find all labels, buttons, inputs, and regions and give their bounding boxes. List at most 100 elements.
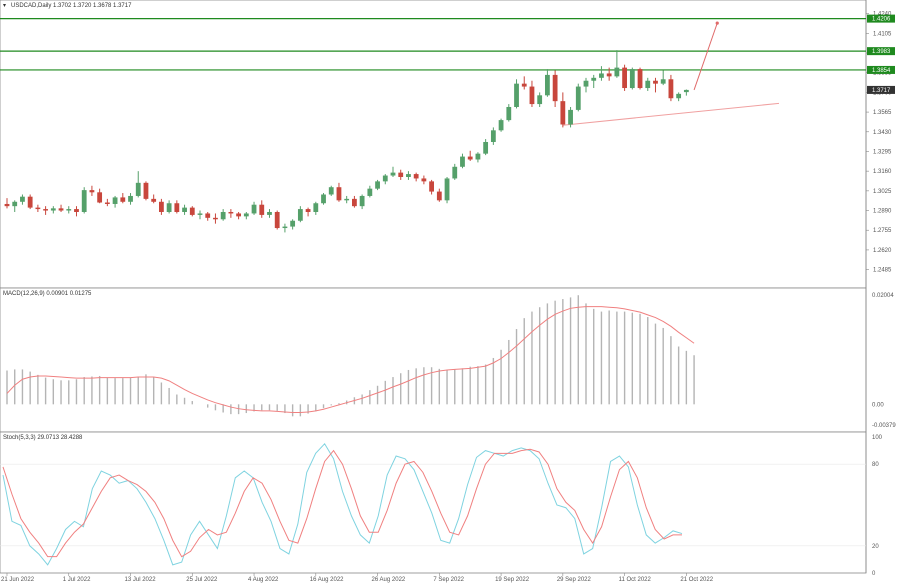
candle-body <box>660 79 666 84</box>
xtick-label: 11 Oct 2022 <box>619 577 652 583</box>
support-trendline <box>562 102 780 126</box>
candle-body <box>305 209 311 212</box>
stoch-signal-line <box>2 448 682 558</box>
candle-body <box>97 192 103 203</box>
symbol-dropdown-icon[interactable]: ▾ <box>3 3 6 9</box>
candle-body <box>182 207 187 212</box>
candle-body <box>614 67 620 77</box>
candle-body <box>498 120 504 131</box>
xtick-label: 19 Sep 2022 <box>495 577 530 583</box>
candle-body <box>159 201 164 212</box>
candle-body <box>599 73 604 78</box>
candle-body <box>197 213 203 215</box>
candle-body <box>104 202 110 204</box>
candle-body <box>174 203 180 212</box>
candle-body <box>243 213 249 217</box>
stoch-ytick-label: 0 <box>872 571 876 577</box>
candle-body <box>421 178 427 182</box>
candle-body <box>591 77 597 81</box>
candle-body <box>228 211 234 214</box>
macd-panel <box>0 287 867 433</box>
price-ytick-label: 1.2890 <box>873 209 892 215</box>
candle-body <box>653 80 658 84</box>
price-ytick-label: 1.4105 <box>873 31 892 37</box>
candle-body <box>413 174 419 179</box>
projection-arrow-line <box>693 22 718 91</box>
candle-body <box>552 74 558 102</box>
price-ytick-label: 1.3565 <box>873 110 892 116</box>
macd-signal-line <box>6 306 695 414</box>
price-ytick-label: 1.3295 <box>873 149 892 155</box>
price-panel <box>0 0 867 289</box>
candle-body <box>50 208 56 211</box>
candle-body <box>483 141 489 154</box>
stoch-ytick-label: 100 <box>872 435 883 441</box>
candle-body <box>282 226 288 229</box>
candle-body <box>645 80 651 89</box>
symbol-header: USDCAD,Daily 1.3702 1.3720 1.3678 1.3717 <box>11 3 132 9</box>
candle-body <box>336 187 342 201</box>
candle-body <box>128 195 133 202</box>
candle-body <box>313 203 319 212</box>
candle-body <box>20 196 25 202</box>
macd-ytick-label: 0.00 <box>872 402 884 408</box>
current-price-label: 1.3717 <box>872 88 891 94</box>
candle-body <box>328 187 334 195</box>
candle-body <box>629 69 635 89</box>
axis-layer: 1.42401.41051.39701.38351.37001.35651.34… <box>1 12 896 583</box>
candle-body <box>444 178 450 201</box>
candle-body <box>367 188 373 196</box>
candle-body <box>112 197 118 204</box>
candle-body <box>43 209 48 211</box>
candle-body <box>521 83 527 87</box>
macd-ytick-label: -0.00379 <box>872 423 896 429</box>
level-price-label: 1.3983 <box>872 49 891 55</box>
candle-body <box>251 204 257 214</box>
candle-body <box>529 86 535 105</box>
candle-body <box>81 190 87 212</box>
candle-body <box>166 203 172 212</box>
macd-layer <box>6 295 695 417</box>
price-layer <box>0 18 866 233</box>
candle-body <box>637 69 643 89</box>
candle-body <box>490 130 496 142</box>
candle-body <box>429 181 434 192</box>
candle-body <box>35 207 41 210</box>
candle-body <box>467 156 473 160</box>
candle-body <box>151 198 157 202</box>
candle-body <box>398 172 404 177</box>
xtick-label: 4 Aug 2022 <box>248 577 279 583</box>
candle-body <box>12 201 18 207</box>
price-ytick-label: 1.3430 <box>873 130 892 136</box>
candle-body <box>297 209 303 221</box>
stoch-header: Stoch(5,3,3) 29.0713 28.4288 <box>3 435 83 441</box>
candle-body <box>460 156 465 167</box>
xtick-label: 29 Sep 2022 <box>557 577 592 583</box>
candle-body <box>236 213 241 217</box>
candle-body <box>514 83 519 107</box>
candle-body <box>135 182 141 196</box>
xtick-label: 16 Aug 2022 <box>310 577 344 583</box>
candle-body <box>205 213 211 218</box>
candle-body <box>622 67 627 89</box>
candle-body <box>220 211 226 220</box>
price-ytick-label: 1.3025 <box>873 189 892 195</box>
xtick-label: 1 Jul 2022 <box>63 577 91 583</box>
candle-body <box>390 172 396 176</box>
xtick-label: 25 Jul 2022 <box>186 577 218 583</box>
xtick-label: 7 Sep 2022 <box>433 577 464 583</box>
candle-body <box>189 207 195 215</box>
stoch-ytick-label: 80 <box>872 462 879 468</box>
price-ytick-label: 1.2755 <box>873 228 892 234</box>
candle-body <box>382 175 388 182</box>
candle-body <box>274 211 280 229</box>
xtick-label: 26 Aug 2022 <box>372 577 406 583</box>
candle-body <box>4 203 10 207</box>
candle-body <box>27 196 33 208</box>
candle-body <box>74 209 79 212</box>
candle-body <box>436 191 442 201</box>
candle-body <box>560 101 566 125</box>
candle-body <box>683 89 689 93</box>
xtick-label: 21 Oct 2022 <box>680 577 713 583</box>
